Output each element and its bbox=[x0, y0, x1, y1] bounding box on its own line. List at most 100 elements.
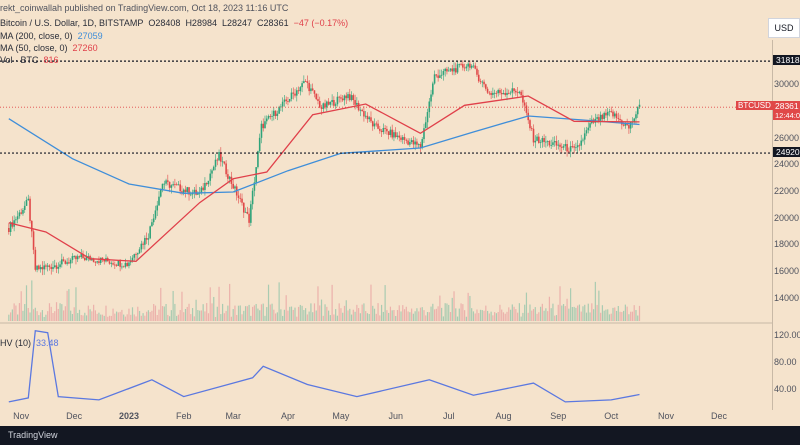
candle-body bbox=[375, 123, 378, 125]
candle-body bbox=[361, 109, 363, 112]
candle-body bbox=[564, 144, 567, 147]
volume-bar bbox=[25, 285, 28, 321]
candle-body bbox=[407, 140, 409, 145]
volume-bar bbox=[550, 308, 552, 321]
symbol-title: Bitcoin / U.S. Dollar, 1D, BITSTAMP bbox=[0, 18, 144, 28]
candle-body bbox=[225, 163, 227, 175]
volume-legend[interactable]: Vol · BTC 816 bbox=[0, 54, 59, 66]
volume-bar bbox=[370, 284, 372, 321]
volume-bar bbox=[91, 311, 93, 321]
volume-bar bbox=[202, 304, 204, 321]
volume-bar bbox=[289, 306, 291, 321]
volume-bar bbox=[541, 303, 543, 321]
hv-legend[interactable]: HV (10) 33.48 bbox=[0, 337, 59, 349]
volume-bar bbox=[557, 304, 559, 321]
candle-body bbox=[405, 139, 408, 141]
candle-body bbox=[311, 88, 314, 91]
candle-body bbox=[117, 260, 120, 266]
price-axis[interactable] bbox=[772, 40, 800, 410]
candle-body bbox=[182, 189, 185, 193]
volume-bar bbox=[147, 310, 149, 321]
candle-body bbox=[257, 151, 259, 168]
candle-body bbox=[99, 257, 102, 263]
candle-body bbox=[499, 90, 501, 93]
volume-bar bbox=[34, 307, 36, 321]
volume-bar bbox=[276, 312, 278, 321]
volume-bar bbox=[502, 312, 505, 321]
volume-bar bbox=[177, 314, 180, 321]
volume-bar bbox=[453, 291, 455, 321]
volume-bar bbox=[135, 316, 137, 321]
candle-body bbox=[552, 142, 554, 145]
volume-bar bbox=[386, 310, 388, 321]
volume-label: Vol · BTC bbox=[0, 55, 39, 65]
volume-bar bbox=[380, 304, 383, 321]
candle-body bbox=[583, 133, 586, 140]
candle-body bbox=[92, 258, 95, 262]
volume-bar bbox=[449, 312, 452, 321]
candle-body bbox=[57, 266, 60, 269]
volume-bar bbox=[612, 307, 614, 321]
candle-body bbox=[55, 265, 58, 269]
volume-bar bbox=[372, 305, 374, 321]
volume-bar bbox=[292, 309, 294, 321]
volume-bar bbox=[68, 289, 70, 321]
volume-bar bbox=[75, 287, 77, 321]
ma50-label: MA (50, close, 0) bbox=[0, 43, 68, 53]
volume-bar bbox=[529, 304, 531, 321]
volume-bar bbox=[183, 312, 185, 321]
volume-bar bbox=[138, 310, 141, 321]
candle-body bbox=[205, 182, 208, 185]
candle-body bbox=[629, 122, 632, 129]
volume-bar bbox=[57, 308, 59, 321]
candle-body bbox=[449, 68, 452, 71]
candle-body bbox=[354, 100, 356, 105]
volume-bar bbox=[483, 310, 485, 321]
volume-bar bbox=[435, 308, 437, 321]
volume-bar bbox=[264, 315, 266, 321]
volume-bar bbox=[506, 311, 508, 321]
volume-bar bbox=[345, 300, 347, 321]
volume-bar bbox=[324, 304, 326, 321]
volume-bar bbox=[303, 310, 305, 321]
volume-bar bbox=[38, 315, 40, 321]
volume-bar bbox=[379, 315, 381, 321]
candle-body bbox=[193, 189, 196, 193]
candle-body bbox=[218, 152, 220, 161]
candle-body bbox=[481, 81, 484, 83]
candle-body bbox=[29, 198, 31, 221]
volume-bar bbox=[486, 310, 489, 321]
candle-body bbox=[9, 222, 12, 232]
volume-bar bbox=[582, 306, 584, 321]
candle-body bbox=[371, 121, 374, 127]
volume-bar bbox=[591, 303, 593, 321]
volume-bar bbox=[536, 313, 538, 321]
volume-bar bbox=[405, 306, 407, 321]
candle-body bbox=[515, 90, 517, 93]
time-tick: Feb bbox=[175, 411, 192, 421]
volume-bar bbox=[430, 306, 432, 321]
time-tick: Aug bbox=[495, 411, 512, 421]
ma50-legend[interactable]: MA (50, close, 0) 27260 bbox=[0, 42, 98, 54]
candle-body bbox=[136, 253, 139, 255]
candle-body bbox=[170, 185, 173, 188]
candle-body bbox=[287, 101, 289, 102]
volume-bar bbox=[520, 316, 522, 321]
ma200-legend[interactable]: MA (200, close, 0) 27059 bbox=[0, 30, 103, 42]
volume-bar bbox=[584, 304, 586, 321]
volume-bar bbox=[455, 308, 457, 321]
volume-bar bbox=[308, 311, 310, 321]
volume-bar bbox=[218, 286, 220, 321]
candle-body bbox=[227, 174, 229, 179]
candle-body bbox=[322, 103, 325, 109]
hv-tick: 80.00 bbox=[774, 356, 797, 367]
volume-bar bbox=[84, 312, 86, 321]
volume-bar bbox=[589, 312, 591, 321]
candle-body bbox=[536, 136, 538, 141]
currency-button[interactable]: USD bbox=[768, 18, 800, 38]
volume-bar bbox=[234, 305, 236, 321]
candle-body bbox=[179, 184, 181, 192]
candle-body bbox=[453, 68, 455, 72]
candle-body bbox=[356, 102, 358, 105]
